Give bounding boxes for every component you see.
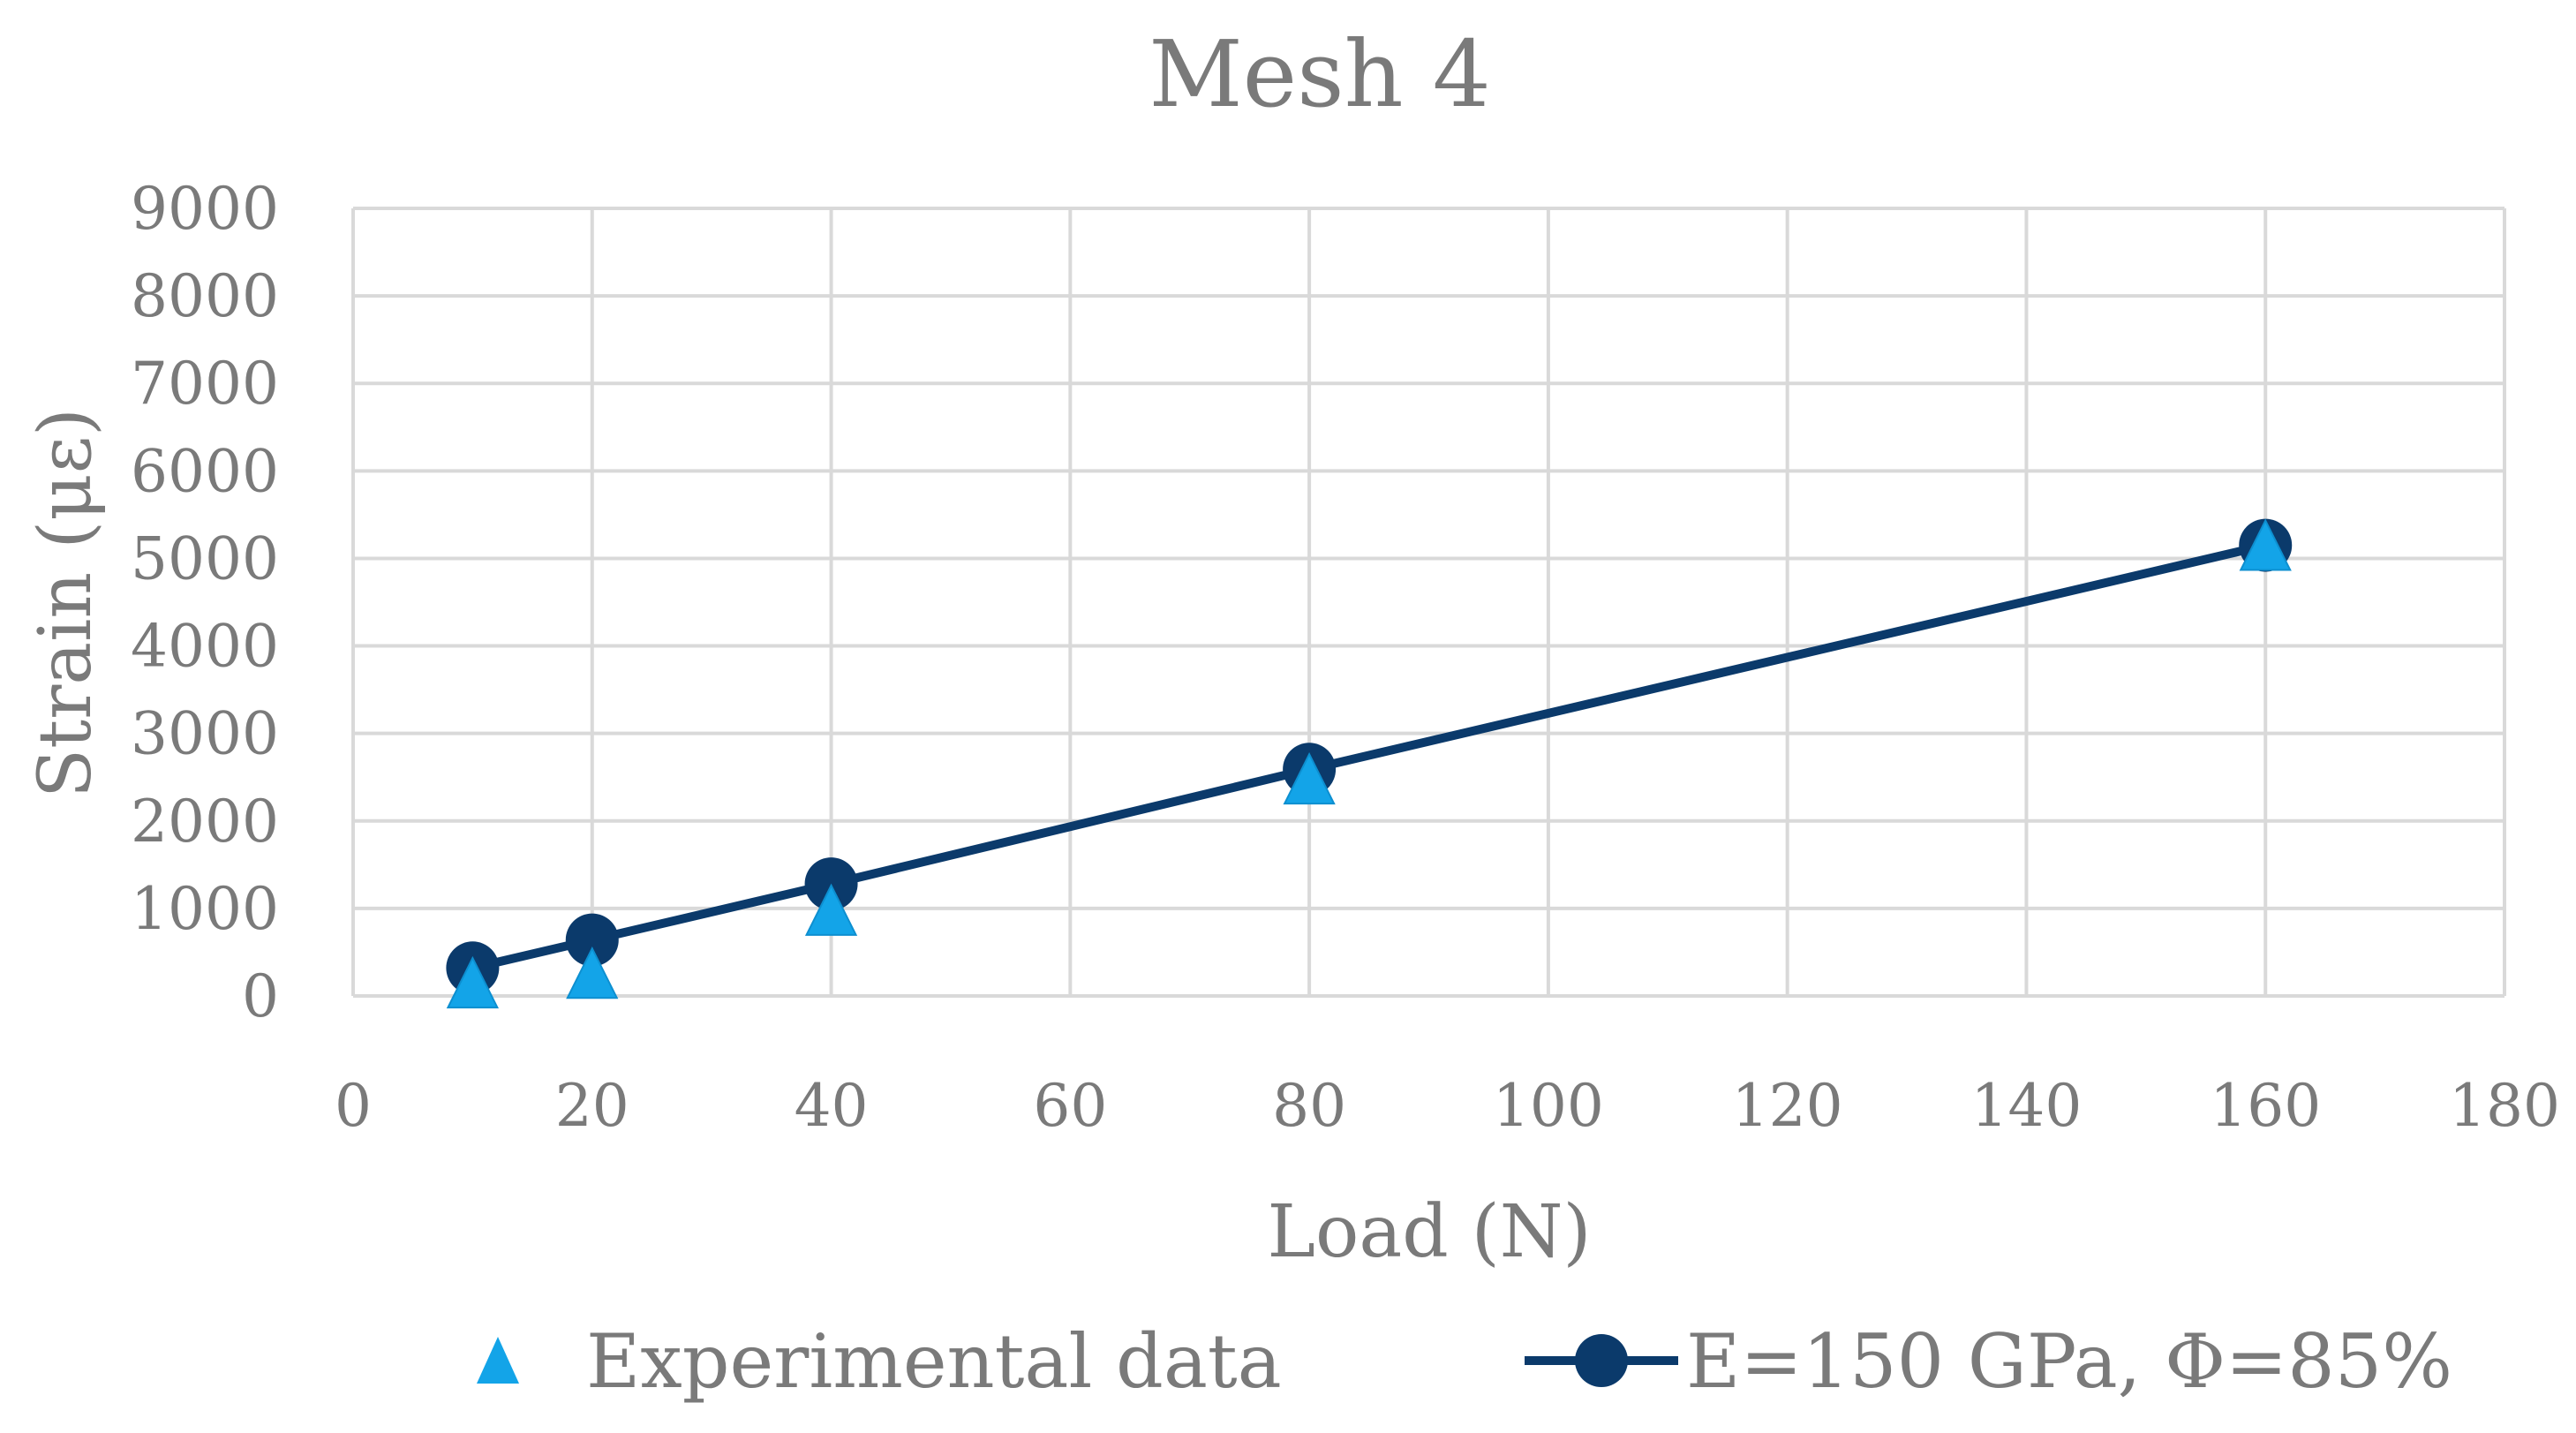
- y-tick-label: 1000: [131, 875, 279, 943]
- legend-item-model: E=150 GPa, Φ=85%: [1525, 1318, 2452, 1405]
- x-tick-label: 40: [795, 1072, 869, 1140]
- y-tick-label: 6000: [131, 437, 279, 505]
- x-tick-label: 80: [1272, 1072, 1346, 1140]
- legend-triangle-marker: [477, 1337, 519, 1384]
- model-data-point: [565, 913, 619, 967]
- experimental-data-point: [446, 955, 500, 1009]
- experimental-data-point: [566, 946, 619, 999]
- y-tick-label: 9000: [131, 175, 279, 243]
- y-axis-title: Strain (με): [24, 408, 108, 798]
- experimental-data-point: [1283, 751, 1336, 805]
- x-axis-title: Load (N): [1268, 1190, 1592, 1274]
- x-tick-label: 180: [2449, 1072, 2560, 1140]
- legend-circle-marker: [1575, 1334, 1628, 1387]
- model-series-line: [471, 540, 2267, 973]
- x-tick-label: 20: [555, 1072, 629, 1140]
- y-tick-label: 0: [242, 962, 279, 1030]
- x-tick-label: 100: [1493, 1072, 1604, 1140]
- y-tick-label: 3000: [131, 700, 279, 768]
- y-tick-labels: 0 1000 2000 3000 4000 5000 6000 7000 8000 9000: [131, 175, 279, 1030]
- y-tick-label: 8000: [131, 262, 279, 330]
- experimental-data-point: [804, 883, 858, 936]
- y-tick-label: 4000: [131, 613, 279, 681]
- y-tick-label: 5000: [131, 524, 279, 592]
- x-tick-label: 140: [1970, 1072, 2082, 1140]
- y-tick-label: 7000: [131, 350, 279, 418]
- legend-label-experimental: Experimental data: [586, 1318, 1282, 1405]
- y-tick-label: 2000: [131, 788, 279, 856]
- x-tick-label: 120: [1732, 1072, 1843, 1140]
- grid-lines: [351, 207, 2506, 998]
- legend-label-model: E=150 GPa, Φ=85%: [1686, 1318, 2452, 1405]
- x-tick-label: 60: [1033, 1072, 1107, 1140]
- x-tick-labels: 0 20 40 60 80 100 120 140 160 180: [335, 1072, 2560, 1140]
- experimental-data-point: [2239, 518, 2292, 571]
- chart-title: Mesh 4: [1149, 20, 1491, 128]
- series-layer: [446, 518, 2293, 1009]
- x-tick-label: 160: [2210, 1072, 2321, 1140]
- x-tick-label: 0: [335, 1072, 372, 1140]
- legend: Experimental data E=150 GPa, Φ=85%: [477, 1318, 2452, 1405]
- legend-item-experimental: Experimental data: [477, 1318, 1282, 1405]
